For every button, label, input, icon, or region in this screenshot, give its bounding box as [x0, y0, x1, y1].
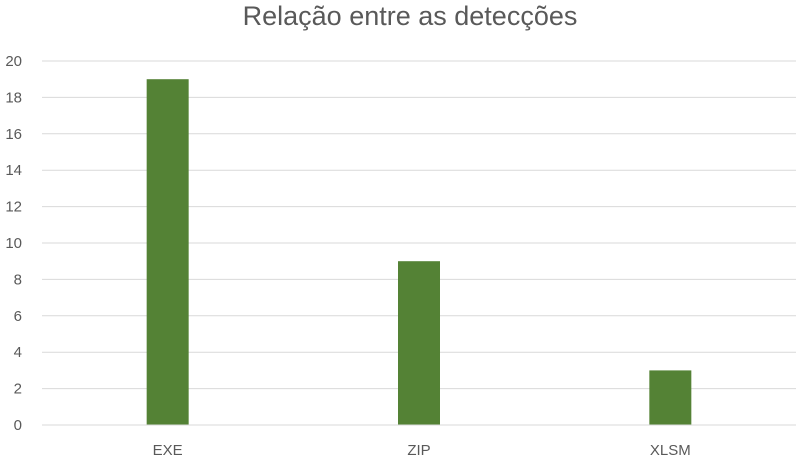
x-tick-label: ZIP — [407, 442, 430, 459]
y-tick-label: 10 — [5, 235, 22, 252]
y-tick-label: 2 — [14, 381, 22, 398]
bars — [146, 79, 692, 425]
x-tick-label: XLSM — [650, 442, 691, 459]
y-tick-label: 8 — [14, 271, 22, 288]
chart-title: Relação entre as detecções — [243, 1, 578, 31]
y-tick-label: 14 — [5, 162, 22, 179]
bar-xlsm — [649, 370, 692, 425]
y-tick-label: 0 — [14, 417, 22, 434]
y-tick-label: 16 — [5, 126, 22, 143]
x-tick-label: EXE — [153, 442, 183, 459]
y-tick-label: 6 — [14, 308, 22, 325]
bar-exe — [146, 79, 189, 425]
y-tick-label: 12 — [5, 199, 22, 216]
y-axis-ticks: 0 2 4 6 8 10 12 14 16 18 20 — [5, 53, 22, 434]
y-tick-label: 20 — [5, 53, 22, 70]
bar-zip — [398, 261, 440, 425]
x-axis-ticks: EXE ZIP XLSM — [153, 442, 691, 459]
y-tick-label: 4 — [14, 344, 22, 361]
y-tick-label: 18 — [5, 89, 22, 106]
